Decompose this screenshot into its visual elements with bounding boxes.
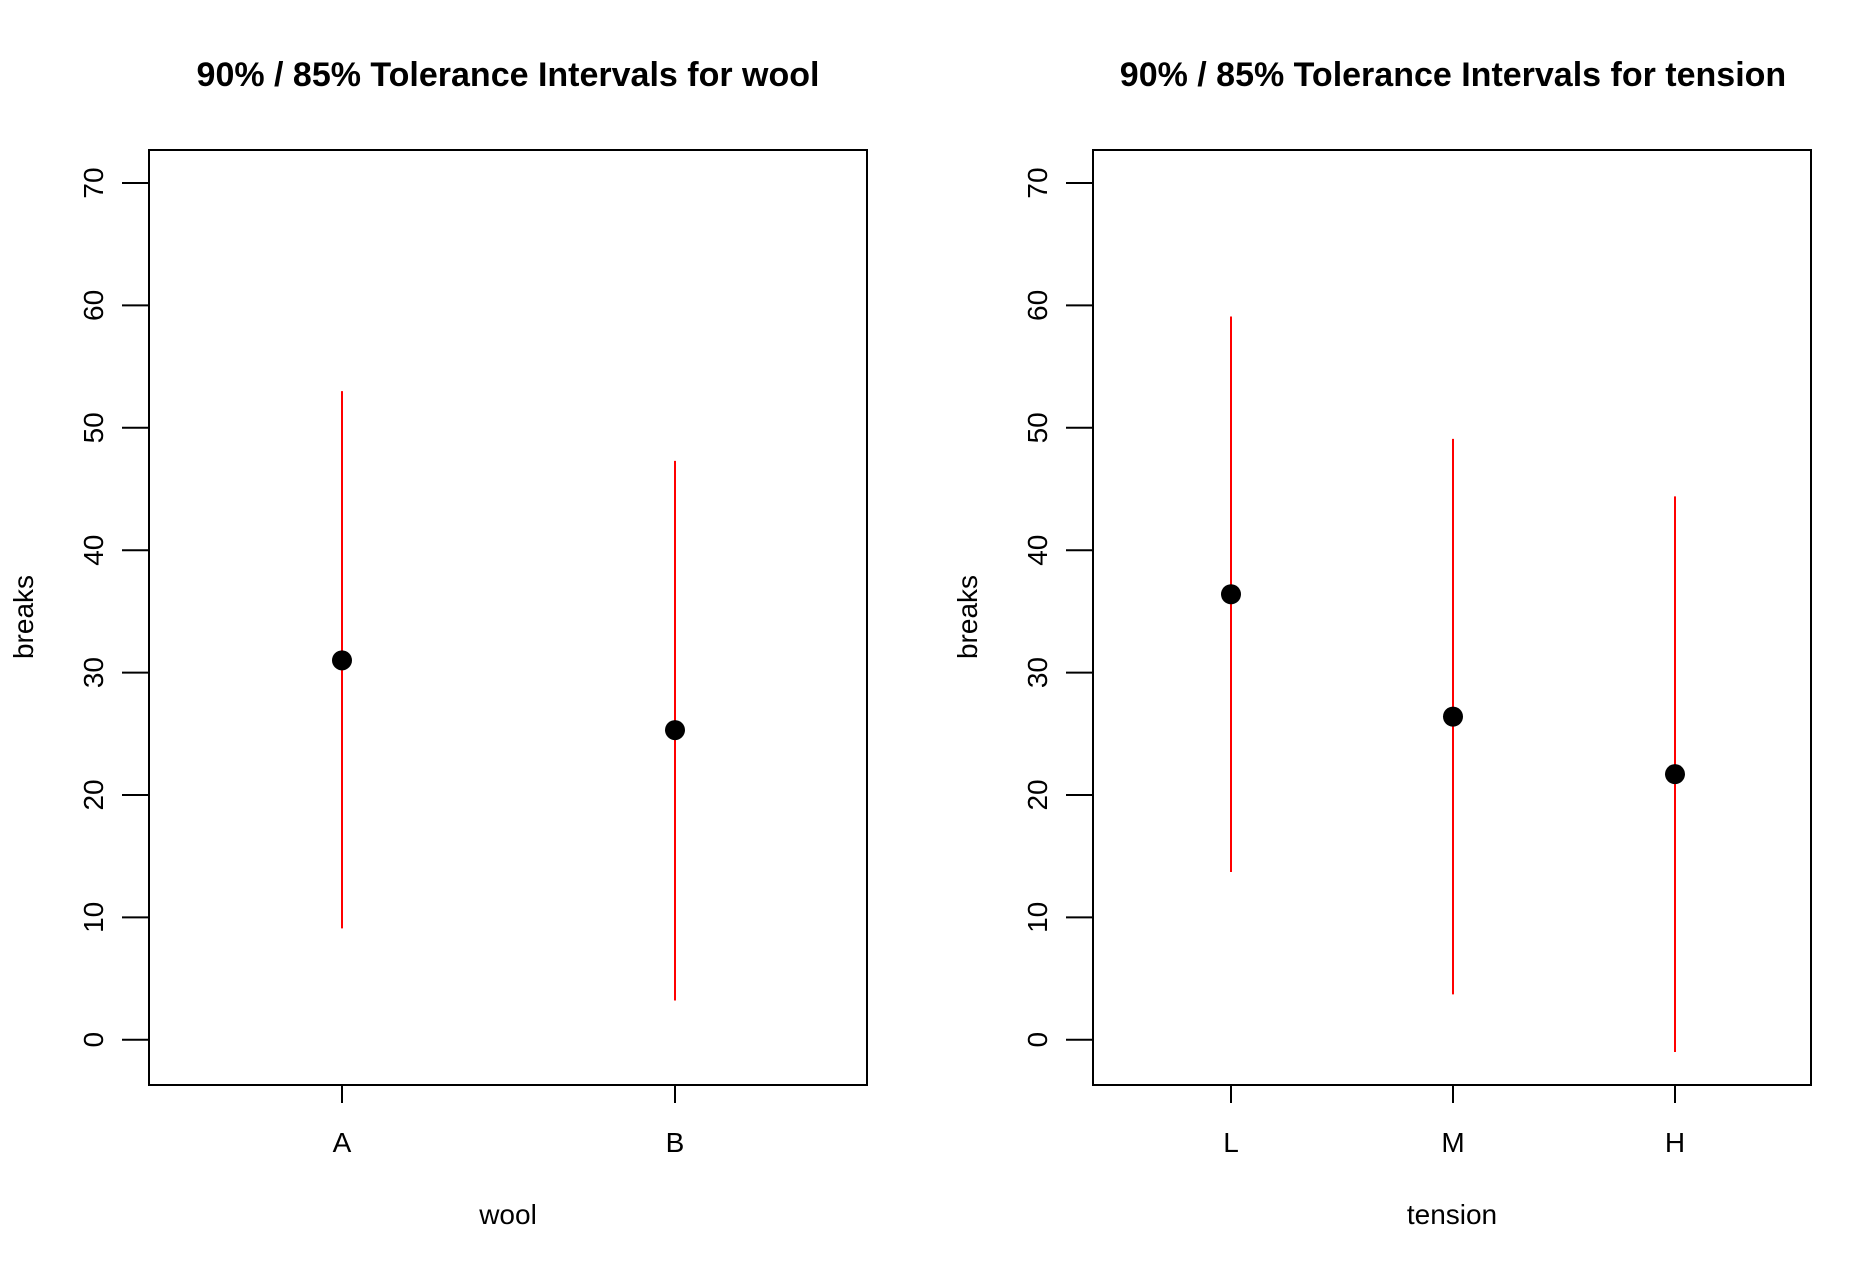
chart-title: 90% / 85% Tolerance Intervals for tensio… (1120, 56, 1786, 94)
y-tick-label: 60 (1022, 290, 1053, 321)
y-axis: 0 10 20 30 40 50 60 70 (78, 167, 150, 1048)
y-tick-label: 50 (78, 412, 109, 443)
x-axis-title: wool (478, 1199, 537, 1230)
point-estimate (1221, 584, 1241, 605)
x-tick-label: A (333, 1127, 352, 1158)
chart-title: 90% / 85% Tolerance Intervals for wool (197, 56, 820, 94)
data-marks (1221, 316, 1685, 1052)
y-tick-label: 50 (1022, 412, 1053, 443)
y-tick-label: 20 (78, 779, 109, 810)
y-tick-label: 70 (1022, 167, 1053, 198)
x-tick-label: B (666, 1127, 685, 1158)
y-tick-label: 40 (78, 535, 109, 566)
y-axis-title: breaks (952, 575, 983, 659)
y-tick-label: 30 (78, 657, 109, 688)
y-axis-title: breaks (8, 575, 39, 659)
panel-tension: 90% / 85% Tolerance Intervals for tensio… (952, 56, 1812, 1230)
point-estimate (1443, 706, 1463, 727)
y-tick-label: 20 (1022, 779, 1053, 810)
x-tick-label: M (1441, 1127, 1464, 1158)
x-tick-label: L (1223, 1127, 1239, 1158)
y-tick-label: 0 (78, 1032, 109, 1048)
y-tick-label: 40 (1022, 535, 1053, 566)
y-axis: 0 10 20 30 40 50 60 70 (1022, 167, 1094, 1048)
y-tick-label: 60 (78, 290, 109, 321)
y-tick-label: 10 (78, 902, 109, 933)
y-tick-label: 30 (1022, 657, 1053, 688)
x-axis-title: tension (1407, 1199, 1497, 1230)
data-marks (332, 391, 685, 1001)
point-estimate (665, 720, 685, 741)
y-tick-label: 10 (1022, 902, 1053, 933)
point-estimate (332, 650, 352, 671)
x-tick-label: H (1665, 1127, 1685, 1158)
panel-wool: 90% / 85% Tolerance Intervals for wool w… (8, 56, 868, 1230)
point-estimate (1665, 764, 1685, 785)
y-tick-label: 0 (1022, 1032, 1053, 1048)
y-tick-label: 70 (78, 167, 109, 198)
plot-frame (148, 149, 868, 1086)
